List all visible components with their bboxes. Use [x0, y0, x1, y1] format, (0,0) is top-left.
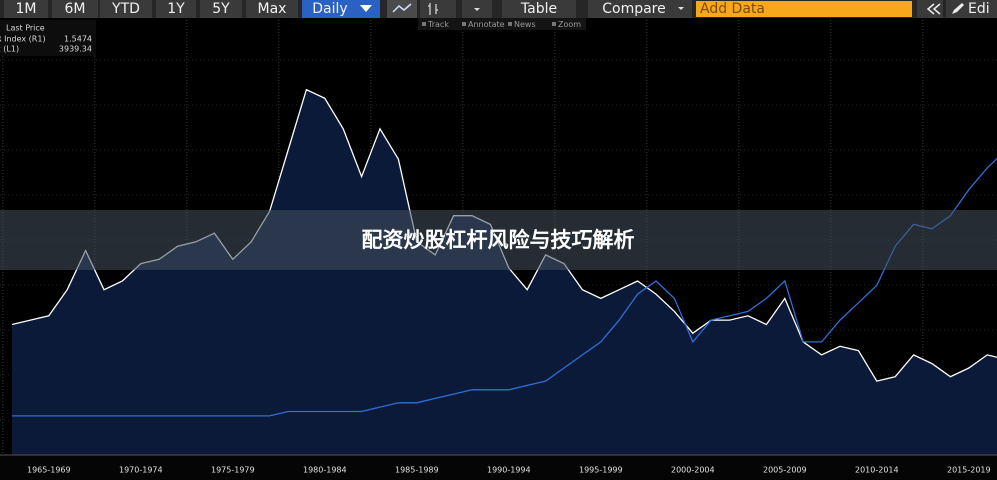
legend [0, 20, 96, 56]
x-tick-label: 1995-1999 [579, 466, 623, 475]
bar-chart-button[interactable] [420, 0, 456, 18]
sub-toolbar-item[interactable]: Track [427, 20, 449, 29]
legend-header: Last Price [6, 24, 45, 33]
overlay-band [0, 210, 997, 270]
period-button[interactable] [156, 0, 196, 18]
sub-toolbar-items: Track Annotate News Zoom [422, 20, 581, 29]
period-label: YTD [111, 1, 140, 17]
compare-button[interactable] [588, 0, 692, 18]
frequency-button[interactable] [302, 0, 380, 18]
x-tick-label: 2015-2019 [947, 466, 991, 475]
period-button[interactable] [4, 0, 48, 18]
x-tick-label: 1990-1994 [487, 466, 531, 475]
bar-icon [428, 3, 438, 15]
period-label: Max [258, 1, 287, 17]
legend-value: 1.5474 [64, 35, 92, 44]
toolbar-buttons: 1M 6M YTD 1Y 5Y Max [4, 0, 298, 18]
period-label: 5Y [212, 1, 230, 17]
frequency-label: Daily [312, 1, 347, 17]
x-tick-label: 1985-1989 [395, 466, 439, 475]
table-label: Table [520, 1, 557, 17]
sub-icon [422, 22, 426, 26]
period-button[interactable] [246, 0, 298, 18]
area [12, 89, 997, 455]
period-label: 6M [65, 1, 86, 17]
line-icon [392, 3, 412, 13]
x-tick-label: 2005-2009 [763, 466, 807, 475]
x-tick-label: 1980-1984 [303, 466, 347, 475]
legend-name: x (L1) [0, 45, 19, 54]
sub-toolbar-item[interactable]: Annotate [468, 20, 505, 29]
sub-icon [462, 22, 466, 26]
table-button[interactable] [502, 0, 576, 18]
more-arrow [474, 8, 480, 11]
edit-icon [952, 3, 964, 14]
period-button[interactable] [200, 0, 242, 18]
edit-button[interactable] [946, 0, 997, 18]
dropdown-arrow [360, 5, 372, 12]
period-button[interactable] [52, 0, 98, 18]
x-tick-label: 1975-1979 [211, 466, 255, 475]
sub-toolbar-item[interactable]: Zoom [558, 20, 581, 29]
x-tick-label: 2000-2004 [671, 466, 715, 475]
collapse-button[interactable] [917, 0, 943, 18]
period-label: 1M [16, 1, 37, 17]
add-data-input[interactable] [696, 1, 912, 17]
period-button[interactable] [100, 0, 152, 18]
legend-items: R Index (R1) 1.5474 x (L1) 3939.34 [0, 35, 92, 54]
x-tick-label: 2010-2014 [855, 466, 899, 475]
collapse-icon [926, 3, 941, 15]
compare-label: Compare [602, 1, 666, 17]
sub-toolbar-item[interactable]: News [514, 20, 536, 29]
sub-toolbar [418, 18, 586, 30]
sub-icon [552, 22, 556, 26]
compare-arrow [678, 7, 684, 10]
overlay-title: 配资炒股杠杆风险与技巧解析 [362, 228, 635, 252]
edit-label: Edi [968, 1, 990, 17]
x-tick-label: 1970-1974 [119, 466, 163, 475]
x-axis-band [0, 455, 997, 480]
add-data-placeholder: Add Data [700, 1, 765, 17]
legend-name: R Index (R1) [0, 35, 46, 44]
legend-value: 3939.34 [59, 45, 92, 54]
x-tick-label: 1965-1969 [27, 466, 71, 475]
sub-icon [508, 22, 512, 26]
series-line [12, 157, 997, 417]
period-label: 1Y [167, 1, 185, 17]
